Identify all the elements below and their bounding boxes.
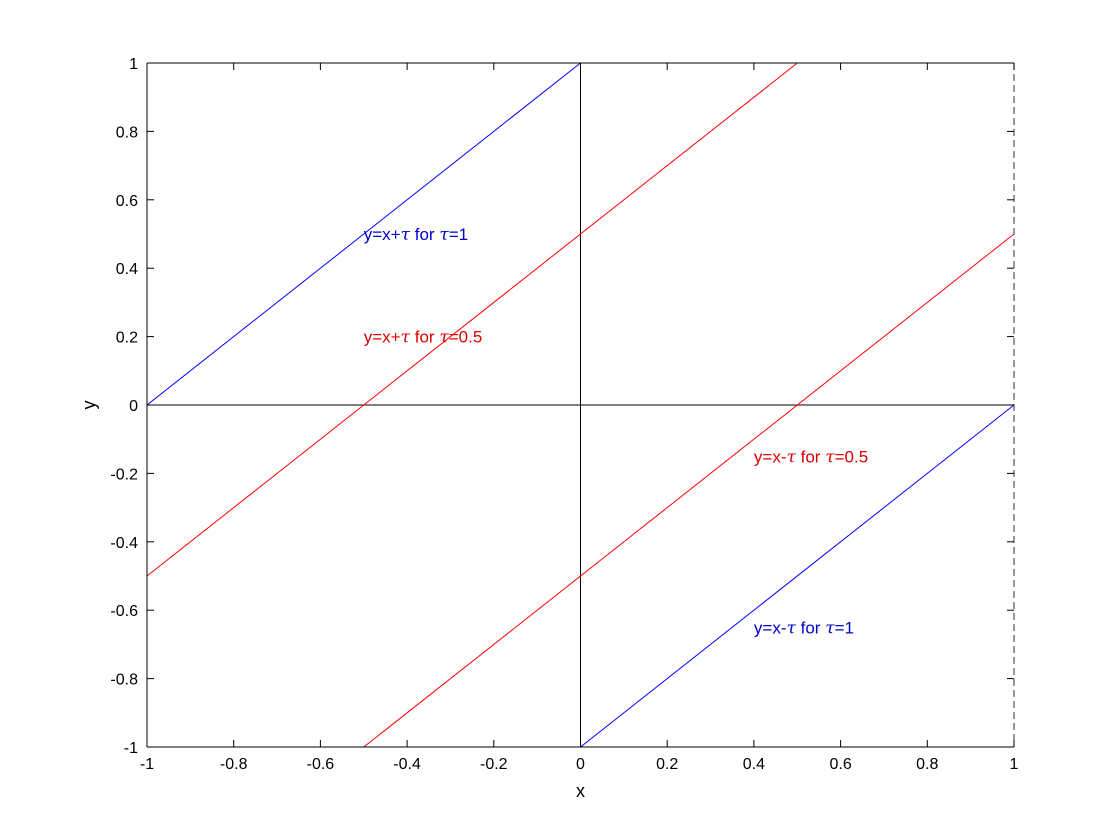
annotation-3: y=x-τ for τ=0.5 bbox=[754, 447, 868, 467]
y-tick-label: -0.6 bbox=[110, 603, 138, 620]
y-tick-label: 0 bbox=[129, 398, 138, 415]
reference-lines bbox=[147, 63, 1014, 747]
x-tick-label: 1 bbox=[1010, 756, 1019, 773]
series-lines bbox=[146, 62, 1015, 748]
series-line-2 bbox=[146, 62, 798, 577]
y-tick-label: 0.4 bbox=[116, 261, 138, 278]
annotation-1: y=x+τ for τ=1 bbox=[364, 225, 468, 245]
y-tick-label: -0.4 bbox=[110, 535, 138, 552]
series-line-1 bbox=[146, 62, 581, 406]
y-tick-label: -0.2 bbox=[110, 466, 138, 483]
annotations: y=x+τ for τ=1 y=x+τ for τ=0.5 y=x-τ for τ=… bbox=[364, 225, 868, 638]
axis-ticks: -1 -0.8 -0.6 -0.4 -0.2 0 0.2 0.4 0.6 0.8 1 -1 -0.8 -0… bbox=[110, 56, 1018, 773]
x-tick-label: 0.2 bbox=[656, 756, 678, 773]
y-tick-label: -0.8 bbox=[110, 672, 138, 689]
y-axis-label: y bbox=[79, 401, 99, 410]
x-tick-label: -0.6 bbox=[307, 756, 335, 773]
x-tick-label: 0 bbox=[576, 756, 585, 773]
y-tick-label: 0.8 bbox=[116, 124, 138, 141]
x-tick-label: -0.2 bbox=[480, 756, 508, 773]
annotation-2: y=x+τ for τ=0.5 bbox=[364, 328, 483, 348]
series-line-4 bbox=[580, 404, 1015, 748]
x-tick-label: 0.6 bbox=[829, 756, 851, 773]
x-tick-label: 0.4 bbox=[743, 756, 765, 773]
x-tick-label: -0.4 bbox=[393, 756, 421, 773]
y-tick-label: -1 bbox=[124, 740, 138, 757]
annotation-4: y=x-τ for τ=1 bbox=[754, 618, 854, 638]
y-tick-label: 0.6 bbox=[116, 193, 138, 210]
x-axis-label: x bbox=[576, 781, 585, 801]
x-tick-label: 0.8 bbox=[916, 756, 938, 773]
x-tick-label: -0.8 bbox=[220, 756, 248, 773]
series-line-3 bbox=[363, 233, 1015, 748]
x-tick-label: -1 bbox=[140, 756, 154, 773]
y-tick-label: 1 bbox=[129, 56, 138, 73]
y-tick-label: 0.2 bbox=[116, 330, 138, 347]
